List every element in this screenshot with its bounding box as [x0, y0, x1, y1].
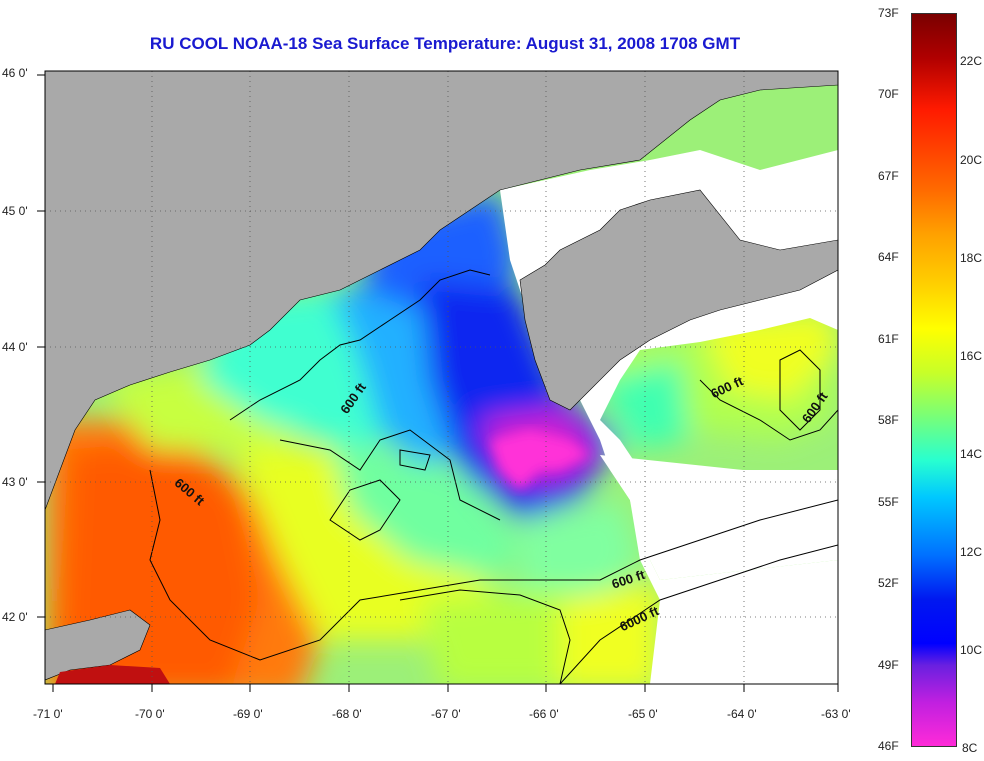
colorbar-f-label: 49F — [878, 658, 899, 672]
colorbar-c-label: 14C — [960, 447, 983, 461]
colorbar-f-label: 64F — [878, 250, 899, 264]
colorbar-c-label: 20C — [960, 153, 983, 167]
longitude-label: -66 0' — [529, 707, 559, 721]
colorbar-f-label: 55F — [878, 495, 899, 509]
colorbar-c-label: 22C — [960, 54, 983, 68]
map-frame — [44, 70, 839, 685]
longitude-label: -68 0' — [332, 707, 362, 721]
colorbar-c-label: 18C — [960, 251, 983, 265]
colorbar-f-label: 67F — [878, 169, 899, 183]
temperature-colorbar — [911, 13, 957, 747]
latitude-label: 46 0' — [2, 66, 28, 80]
land — [45, 71, 838, 681]
colorbar-f-label: 73F — [878, 6, 899, 20]
longitude-label: -67 0' — [431, 707, 461, 721]
longitude-label: -64 0' — [727, 707, 757, 721]
latitude-label: 43 0' — [2, 475, 28, 489]
longitude-label: -63 0' — [821, 707, 851, 721]
colorbar-c-label: 10C — [960, 643, 983, 657]
bathymetry-contours — [149, 269, 838, 684]
colorbar-c-label: 16C — [960, 349, 983, 363]
latitude-label: 42 0' — [2, 610, 28, 624]
colorbar-c-label: 12C — [960, 545, 983, 559]
latitude-label: 44 0' — [2, 340, 28, 354]
latitude-label: 45 0' — [2, 204, 28, 218]
colorbar-f-label: 46F — [878, 739, 899, 753]
colorbar-f-label: 61F — [878, 332, 899, 346]
colorbar-c-label: 8C — [962, 741, 978, 755]
longitude-label: -71 0' — [33, 707, 63, 721]
axis-ticks — [37, 74, 839, 692]
longitude-label: -70 0' — [135, 707, 165, 721]
graticule — [45, 71, 838, 684]
map-title: RU COOL NOAA-18 Sea Surface Temperature:… — [149, 34, 741, 53]
longitude-label: -65 0' — [628, 707, 658, 721]
colorbar-f-label: 58F — [878, 413, 899, 427]
longitude-label: -69 0' — [233, 707, 263, 721]
colorbar-f-label: 70F — [878, 87, 899, 101]
colorbar-f-label: 52F — [878, 576, 899, 590]
